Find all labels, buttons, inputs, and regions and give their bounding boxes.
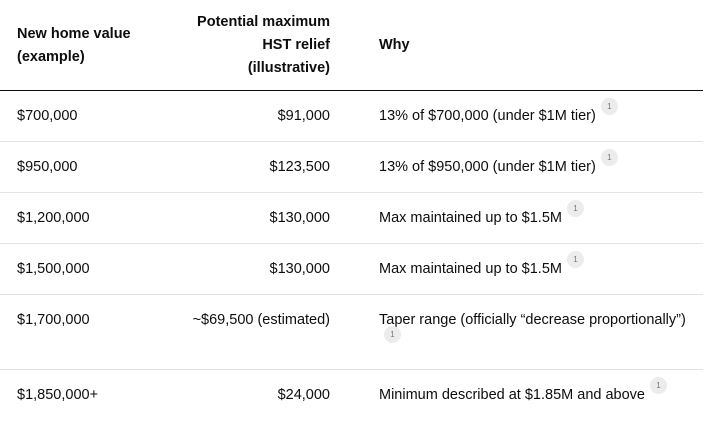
relief-cell: $91,000 bbox=[165, 90, 365, 142]
home-value-cell: $700,000 bbox=[0, 90, 165, 142]
table-row: $1,700,000 ~$69,500 (estimated) Taper ra… bbox=[0, 294, 703, 370]
why-cell: 13% of $950,000 (under $1M tier)1 bbox=[365, 141, 703, 193]
relief-cell: $130,000 bbox=[165, 192, 365, 244]
why-text: Minimum described at $1.85M and above bbox=[379, 387, 645, 403]
table-row: $1,200,000 $130,000 Max maintained up to… bbox=[0, 192, 703, 244]
relief-cell: $123,500 bbox=[165, 141, 365, 193]
citation-badge[interactable]: 1 bbox=[566, 200, 584, 217]
header-row: New home value (example) Potential maxim… bbox=[0, 0, 703, 91]
citation-badge[interactable]: 1 bbox=[600, 149, 618, 166]
table-row: $1,850,000+ $24,000 Minimum described at… bbox=[0, 370, 703, 421]
citation-badge[interactable]: 1 bbox=[649, 377, 667, 394]
why-cell: Minimum described at $1.85M and above1 bbox=[365, 370, 703, 421]
home-value-cell: $950,000 bbox=[0, 141, 165, 193]
why-cell: Max maintained up to $1.5M1 bbox=[365, 243, 703, 295]
home-value-cell: $1,700,000 bbox=[0, 294, 165, 370]
why-text: Taper range (officially “decrease propor… bbox=[379, 312, 686, 328]
header-relief: Potential maximum HST relief (illustrati… bbox=[165, 0, 365, 91]
citation-badge[interactable]: 1 bbox=[600, 98, 618, 115]
relief-cell: $24,000 bbox=[277, 387, 330, 403]
why-text: Max maintained up to $1.5M bbox=[379, 210, 562, 226]
home-value-cell: $1,200,000 bbox=[0, 192, 165, 244]
home-value-cell: $1,500,000 bbox=[0, 243, 165, 295]
why-text: 13% of $950,000 (under $1M tier) bbox=[379, 159, 596, 175]
relief-cell: ~$69,500 (estimated) bbox=[165, 294, 365, 370]
relief-cell: $130,000 bbox=[165, 243, 365, 295]
why-cell: Max maintained up to $1.5M1 bbox=[365, 192, 703, 244]
why-cell: 13% of $700,000 (under $1M tier)1 bbox=[365, 90, 703, 142]
why-text: Max maintained up to $1.5M bbox=[379, 261, 562, 277]
table-row: $950,000 $123,500 13% of $950,000 (under… bbox=[0, 141, 703, 193]
home-value-cell: $1,850,000+ bbox=[17, 387, 99, 403]
table-row: $700,000 $91,000 13% of $700,000 (under … bbox=[0, 90, 703, 142]
citation-badge[interactable]: 1 bbox=[566, 251, 584, 268]
why-text: 13% of $700,000 (under $1M tier) bbox=[379, 108, 596, 124]
header-why: Why bbox=[365, 0, 703, 91]
header-home-value: New home value (example) bbox=[0, 0, 165, 91]
citation-badge[interactable]: 1 bbox=[384, 326, 401, 343]
why-cell: Taper range (officially “decrease propor… bbox=[365, 294, 703, 370]
table-row: $1,500,000 $130,000 Max maintained up to… bbox=[0, 243, 703, 295]
